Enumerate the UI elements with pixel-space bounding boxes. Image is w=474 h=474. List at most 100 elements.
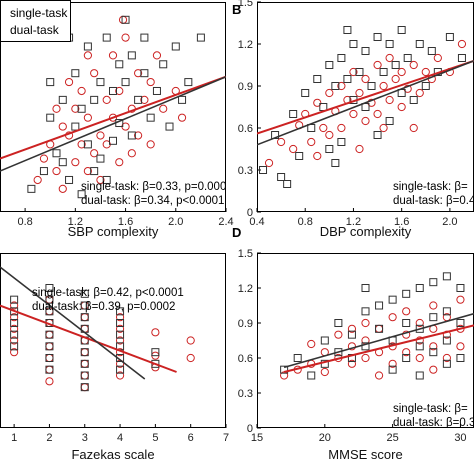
x-tick-label: 1.2 (68, 216, 83, 228)
point-single-task (45, 342, 54, 351)
point-single-task (10, 324, 19, 333)
point-dual-task (58, 158, 67, 167)
point-single-task (289, 144, 298, 154)
point-dual-task (367, 82, 376, 90)
point-dual-task (159, 60, 168, 69)
point-single-task (134, 131, 143, 140)
point-single-task (152, 51, 162, 60)
point-single-task (115, 336, 125, 345)
x-axis-title: SBP complexity (68, 224, 159, 239)
x-axis-title: Fazekas scale (71, 447, 154, 462)
point-dual-task (397, 26, 406, 34)
point-dual-task (46, 78, 55, 87)
point-dual-task (80, 301, 89, 310)
x-tick-label: 1.6 (118, 216, 133, 228)
point-single-task (349, 67, 358, 77)
point-dual-task (320, 336, 329, 345)
point-single-task (388, 359, 397, 368)
point-dual-task (293, 354, 302, 362)
point-single-task (77, 86, 86, 96)
point-dual-task (373, 33, 382, 41)
legend-entry: dual-task (10, 23, 60, 37)
point-dual-task (388, 365, 397, 374)
point-dual-task (343, 26, 352, 34)
x-tick-label: 5 (152, 432, 158, 444)
x-tick-label: 30 (454, 432, 466, 444)
point-dual-task (388, 295, 397, 304)
point-dual-task (80, 383, 89, 392)
point-single-task (115, 158, 124, 167)
point-dual-task (45, 342, 54, 351)
point-dual-task (349, 40, 358, 48)
point-dual-task (140, 33, 149, 42)
point-dual-task (151, 348, 160, 357)
point-dual-task (301, 89, 310, 97)
panel-c: 1 2 3 4 5 6 7 single-task: β=0.42, p<0.0001 dual… (0, 253, 229, 462)
point-dual-task (102, 33, 111, 42)
point-dual-task (442, 359, 451, 368)
stat-annotation: dual-task: β=0.39, p=0.0002 (32, 301, 175, 313)
legend: single-task dual-task (0, 0, 71, 42)
point-single-task (361, 74, 370, 84)
point-single-task (80, 348, 89, 357)
y-tick-label: 0.6 (238, 123, 253, 135)
point-dual-task (10, 330, 19, 339)
point-dual-task (379, 68, 388, 76)
point-single-task (347, 324, 357, 333)
fit-line-dual-task (257, 60, 474, 146)
point-single-task (355, 144, 364, 154)
point-single-task (118, 15, 128, 24)
point-single-task (10, 336, 19, 345)
stat-annotation: dual-task: β=0.34, p<0.0001 (81, 195, 224, 207)
fit-line-single-task (257, 59, 474, 135)
point-dual-task (58, 95, 67, 104)
point-dual-task (152, 86, 161, 95)
point-dual-task (52, 149, 61, 158)
point-single-task (115, 371, 125, 380)
point-dual-task (280, 365, 289, 374)
stat-annotation: dual-task: β=0.4 (393, 195, 474, 207)
point-single-task (102, 95, 111, 104)
point-single-task (456, 342, 465, 351)
point-dual-task (46, 113, 55, 122)
fit-line-single-task (283, 324, 474, 373)
x-tick-label: 2.0 (168, 216, 183, 228)
point-dual-task (127, 51, 136, 60)
x-tick-label: 0.8 (298, 216, 313, 228)
x-tick-label: 1.2 (346, 216, 361, 228)
point-layer (27, 15, 205, 199)
point-single-task (71, 158, 80, 167)
point-single-task (319, 123, 328, 133)
point-dual-task (109, 86, 117, 95)
y-tick-label: 1.2 (238, 283, 253, 295)
x-axis-title: MMSE score (328, 447, 402, 462)
point-dual-task (421, 82, 430, 90)
fit-line-single-task (0, 304, 177, 373)
point-single-task (373, 60, 382, 70)
point-single-task (96, 175, 105, 185)
point-single-task (177, 113, 187, 122)
point-single-task (151, 328, 160, 337)
point-single-task (307, 339, 316, 349)
point-dual-task (402, 354, 411, 362)
point-dual-task (361, 342, 370, 351)
plot-frame (257, 253, 474, 428)
point-dual-task (10, 319, 19, 327)
point-single-task (10, 348, 19, 357)
y-tick-label: 1.5 (238, 248, 253, 260)
point-single-task (115, 324, 125, 333)
x-tick-label: 0.4 (249, 216, 264, 228)
point-dual-task (65, 175, 74, 184)
point-single-task (146, 140, 155, 149)
panel-letter: B (232, 2, 241, 17)
x-tick-label: 2.0 (442, 216, 457, 228)
point-dual-task (184, 78, 193, 87)
point-single-task (433, 53, 442, 63)
point-single-task (313, 151, 322, 161)
point-dual-task (116, 330, 125, 339)
point-single-task (456, 295, 465, 304)
point-single-task (347, 359, 357, 368)
point-single-task (442, 353, 451, 363)
point-dual-task (456, 319, 465, 327)
point-dual-task (385, 40, 394, 48)
